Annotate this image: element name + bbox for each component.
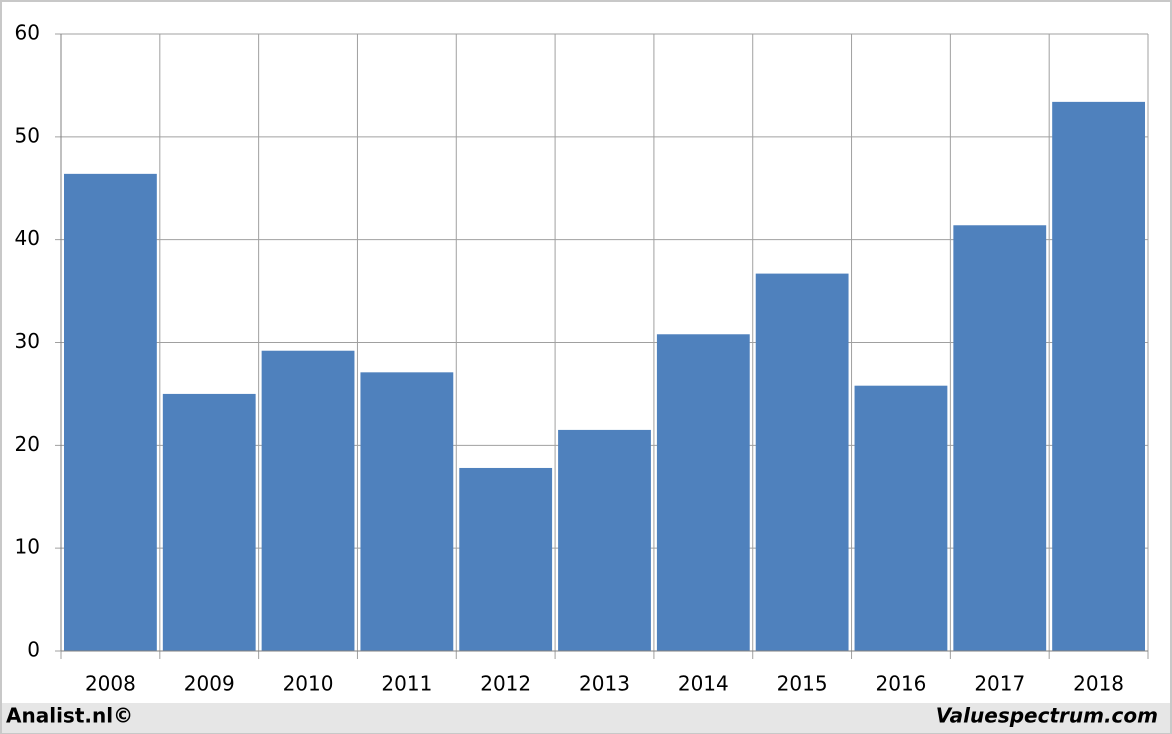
x-tick-label: 2008 — [85, 672, 136, 696]
y-tick-label: 40 — [15, 226, 40, 250]
bar — [360, 372, 454, 651]
x-tick-label: 2017 — [974, 672, 1025, 696]
bar — [755, 273, 849, 651]
x-tick-label: 2013 — [579, 672, 630, 696]
x-tick-label: 2012 — [480, 672, 531, 696]
bar — [953, 225, 1047, 651]
y-tick-label: 60 — [15, 21, 40, 45]
x-tick-label: 2009 — [184, 672, 235, 696]
footer-right: Valuespectrum.com — [936, 704, 1158, 728]
footer-band — [2, 703, 1170, 733]
y-tick-label: 30 — [15, 329, 40, 353]
bar — [1052, 101, 1145, 652]
x-tick-label: 2015 — [777, 672, 828, 696]
x-tick-label: 2018 — [1073, 672, 1124, 696]
footer-left: Analist.nl© — [6, 704, 133, 728]
x-tick-label: 2010 — [283, 672, 334, 696]
bar — [261, 350, 355, 651]
x-tick-label: 2014 — [678, 672, 729, 696]
bar — [162, 393, 256, 651]
y-tick-label: 10 — [15, 535, 40, 559]
bar — [854, 385, 948, 651]
bar — [64, 173, 157, 651]
x-tick-label: 2016 — [876, 672, 927, 696]
bar — [656, 334, 750, 651]
y-tick-label: 50 — [15, 123, 40, 147]
y-tick-label: 20 — [15, 432, 40, 456]
bar — [459, 467, 553, 651]
y-tick-label: 0 — [27, 638, 40, 662]
bar — [558, 429, 651, 651]
x-tick-label: 2011 — [381, 672, 432, 696]
